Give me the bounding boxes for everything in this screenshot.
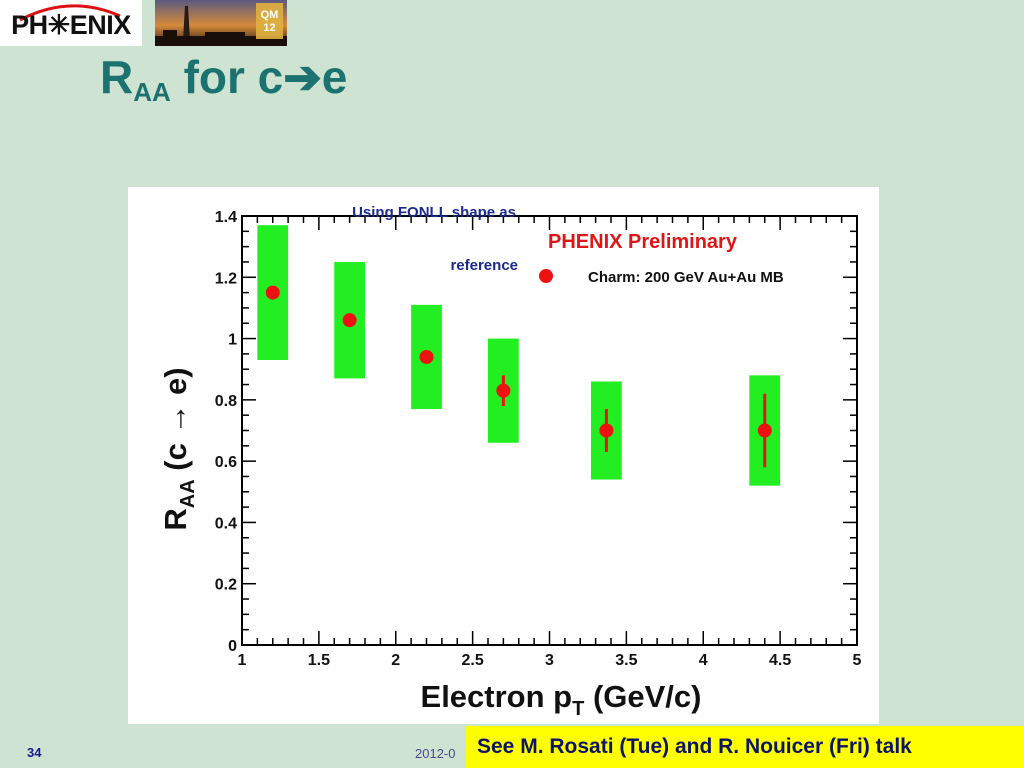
data-point-0: [265, 285, 280, 300]
reference-annotation-line2: reference: [450, 257, 518, 274]
slide-number: 34: [27, 745, 42, 760]
phenix-logo-text: PH✳ENIX: [11, 10, 131, 40]
y-tick-labels: 0 0.2 0.4 0.6 0.8 1 1.2 1.4: [215, 209, 237, 655]
slide-title-rest: for c➔e: [170, 51, 348, 103]
y-tick-label-2: 0.4: [215, 515, 237, 532]
systematic-boxes: [257, 225, 781, 486]
y-axis-label-rest: (c → e): [158, 367, 193, 479]
x-tick-label-2: 2: [391, 652, 400, 669]
conference-photo: QM 12: [155, 0, 287, 46]
y-axis-label-main: R: [158, 508, 193, 530]
qm12-badge-line1: QM: [261, 9, 279, 21]
x-tick-label-6: 4: [699, 652, 708, 669]
y-tick-label-3: 0.6: [215, 454, 237, 471]
data-point-4: [599, 423, 614, 438]
y-tick-label-6: 1.2: [215, 270, 237, 287]
x-tick-label-1: 1.5: [308, 652, 330, 669]
phenix-preliminary-label: PHENIX Preliminary: [548, 231, 738, 253]
phenix-logo-swoosh: [19, 4, 121, 22]
raa-chart: 1 1.5 2 2.5 3 3.5 4 4.5 5 0 0.2 0.4 0.6 0.8 1 1.2 1.4 U…: [158, 204, 862, 720]
talk-reference-banner: See M. Rosati (Tue) and R. Nouicer (Fri)…: [466, 726, 1024, 768]
legend-label: Charm: 200 GeV Au+Au MB: [588, 269, 784, 286]
x-tick-label-8: 5: [853, 652, 862, 669]
slide-title-main: R: [100, 51, 134, 103]
x-axis-label: Electron pT (GeV/c): [421, 679, 702, 720]
x-axis-label-sub: T: [572, 698, 584, 720]
slide-date: 2012-0: [415, 746, 456, 761]
x-axis-label-rest: (GeV/c): [584, 679, 701, 714]
data-point-3: [496, 383, 511, 398]
legend-marker: [539, 269, 553, 283]
y-tick-label-7: 1.4: [215, 209, 237, 226]
data-point-2: [419, 349, 434, 364]
x-tick-label-3: 2.5: [462, 652, 484, 669]
data-point-1: [342, 313, 357, 328]
reference-annotation-line1: Using FONLL shape as: [352, 204, 516, 221]
y-tick-label-5: 1: [228, 332, 237, 349]
y-axis-label: RAA (c → e): [158, 367, 199, 530]
x-tick-labels: 1 1.5 2 2.5 3 3.5 4 4.5 5: [238, 652, 862, 669]
slide-title-sub: AA: [133, 77, 171, 107]
x-tick-label-0: 1: [238, 652, 247, 669]
phenix-logo: PH✳ENIX: [0, 0, 142, 46]
qm12-badge-line2: 12: [263, 22, 275, 34]
conference-photo-image: QM 12: [155, 0, 287, 46]
y-tick-label-0: 0: [228, 638, 237, 655]
slide-title: RAA for c➔e: [100, 50, 347, 108]
y-tick-label-1: 0.2: [215, 577, 237, 594]
stat-error-bars: [501, 375, 767, 468]
x-axis-label-main: Electron p: [421, 679, 573, 714]
x-tick-label-7: 4.5: [769, 652, 791, 669]
x-tick-label-4: 3: [545, 652, 554, 669]
y-axis-label-sub: AA: [177, 479, 199, 508]
y-tick-label-4: 0.8: [215, 393, 237, 410]
x-tick-label-5: 3.5: [615, 652, 637, 669]
axis-ticks: [241, 215, 858, 646]
plot-panel: 1 1.5 2 2.5 3 3.5 4 4.5 5 0 0.2 0.4 0.6 0.8 1 1.2 1.4 U…: [128, 187, 879, 724]
data-point-5: [757, 423, 772, 438]
data-points: [265, 285, 772, 438]
